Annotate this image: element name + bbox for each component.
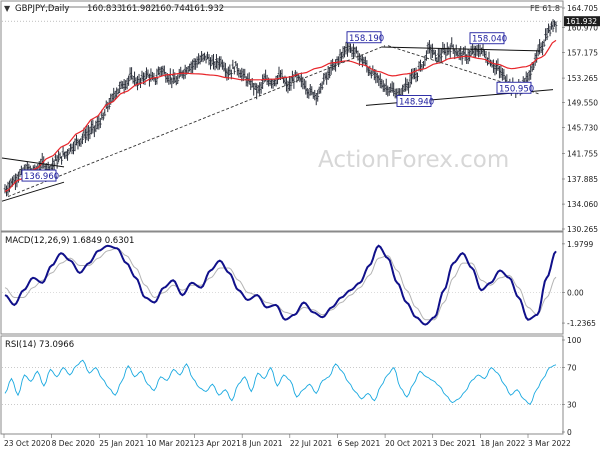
price-layer: 158.190 158.040 148.940 150.950 136.960 xyxy=(1,6,562,202)
macd-signal-line xyxy=(4,247,557,321)
x-tick-label: 10 Mar 2021 xyxy=(147,439,195,448)
macd-tick-label: 0.00 xyxy=(567,289,584,298)
price-tick-label: 130.265 xyxy=(567,225,598,234)
channel-upper-line xyxy=(381,46,541,52)
annotation-label: 136.960 xyxy=(24,172,59,182)
price-tick-label: 160.970 xyxy=(567,24,598,33)
price-tick-label: 164.705 xyxy=(567,4,598,13)
header-high: 161.982 xyxy=(121,4,156,14)
macd-layer xyxy=(2,244,562,326)
annotation-label: 150.950 xyxy=(499,84,534,94)
header: ▼ GBPJPY,Daily 160.833 161.982 160.744 1… xyxy=(4,4,560,14)
annotation-box xyxy=(469,32,505,45)
header-low: 160.744 xyxy=(155,4,190,14)
x-tick-label: 8 Dec 2020 xyxy=(52,439,95,448)
rising-trend-line xyxy=(7,45,386,198)
x-tick-label: 25 Jan 2021 xyxy=(99,439,144,448)
x-tick-label: 23 Oct 2020 xyxy=(4,439,51,448)
rsi-panel xyxy=(0,335,564,435)
price-tick-label: 157.175 xyxy=(567,48,598,57)
wedge-upper-line xyxy=(1,157,65,168)
annotation-label: 158.190 xyxy=(349,34,384,44)
wedge-lower-line xyxy=(1,181,65,202)
fe-label: FE 61.8 xyxy=(530,4,560,13)
price-tick-label: 149.550 xyxy=(567,98,598,107)
rsi-layer xyxy=(2,359,562,406)
annotation-label: 148.940 xyxy=(399,97,434,107)
x-tick-label: 23 Apr 2021 xyxy=(195,439,242,448)
price-tick-label: 134.060 xyxy=(567,200,598,209)
macd-line xyxy=(4,244,557,326)
watermark: ActionForex.com xyxy=(318,147,509,173)
price-tick-label: 141.755 xyxy=(567,150,598,159)
rsi-tick-label: 30 xyxy=(567,400,577,409)
x-tick-label: 18 Jan 2022 xyxy=(480,439,525,448)
moving-average-line xyxy=(4,39,557,192)
price-panel xyxy=(0,0,564,232)
last-price-tag xyxy=(564,16,600,27)
x-tick-label: 3 Mar 2022 xyxy=(528,439,571,448)
annotation-box xyxy=(396,95,432,107)
macd-title: MACD(12,26,9) 1.6849 0.6301 xyxy=(5,236,134,246)
rsi-tick-label: 0 xyxy=(567,428,572,437)
annotation-box xyxy=(21,169,57,182)
annotation-label: 158.040 xyxy=(472,35,507,45)
annotation-box xyxy=(496,81,532,94)
x-tick-label: 6 Sep 2021 xyxy=(337,439,380,448)
price-tick-label: 153.265 xyxy=(567,74,598,83)
rsi-line xyxy=(4,359,557,406)
rsi-tick-label: 100 xyxy=(567,336,582,345)
price-tick-label: 145.730 xyxy=(567,124,598,133)
axis-layer: 164.705161.932160.970157.175153.265149.5… xyxy=(3,4,600,448)
x-tick-label: 8 Jun 2021 xyxy=(242,439,283,448)
header-arrow-icon: ▼ xyxy=(4,4,11,13)
x-tick-label: 20 Oct 2021 xyxy=(385,439,432,448)
price-tick-label: 137.885 xyxy=(567,175,598,184)
rsi-tick-label: 70 xyxy=(567,364,577,373)
last-price-tick-label: 161.932 xyxy=(566,17,597,26)
header-open: 160.833 xyxy=(87,4,122,14)
x-tick-label: 3 Dec 2021 xyxy=(433,439,476,448)
macd-tick-label: 1.9799 xyxy=(567,240,593,249)
x-tick-label: 22 Jul 2021 xyxy=(290,439,333,448)
rsi-title: RSI(14) 73.0966 xyxy=(5,340,74,350)
macd-tick-label: -1.2365 xyxy=(567,319,596,328)
header-symbol: GBPJPY,Daily xyxy=(15,4,69,14)
annotation-box xyxy=(346,31,382,44)
header-close: 161.932 xyxy=(189,4,224,14)
